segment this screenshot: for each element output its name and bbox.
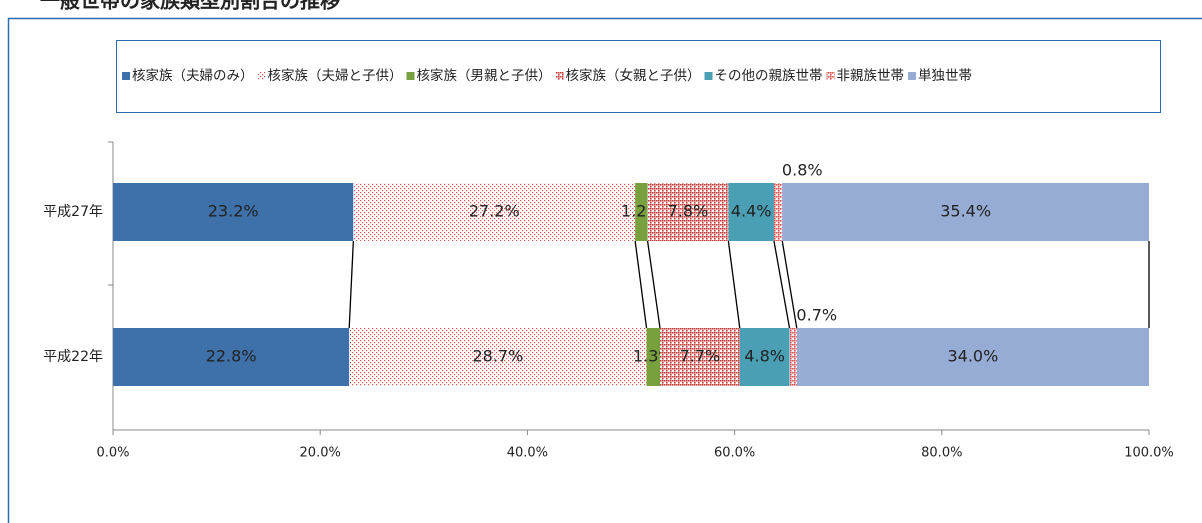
value-label: 35.4% [940, 202, 991, 221]
legend-label: 単独世帯 [918, 68, 972, 84]
x-tick-label: 80.0% [921, 446, 962, 461]
bar-segment [113, 328, 350, 386]
bar-segment [646, 328, 661, 386]
legend-label: 核家族（夫婦のみ） [132, 67, 254, 84]
value-label: 4.8% [744, 347, 785, 366]
value-label: 22.8% [206, 347, 257, 366]
bar-segment [739, 328, 790, 386]
bar-segment [728, 183, 774, 241]
legend-swatch [704, 72, 713, 80]
connector [634, 240, 648, 329]
bar-segment [796, 328, 1149, 386]
legend-label: 核家族（女親と子供） [566, 67, 701, 84]
bar-segment [647, 183, 729, 241]
bar-segment [353, 183, 636, 241]
legend-label: 核家族（男親と子供） [417, 67, 552, 84]
legend-swatch [257, 72, 266, 80]
value-label: 4.4% [731, 202, 772, 221]
connector [646, 240, 661, 329]
connector [348, 240, 355, 329]
legend-swatch [908, 72, 916, 80]
legend-swatch [122, 72, 130, 80]
x-tick-label: 20.0% [300, 446, 341, 461]
legend-label: 核家族（夫婦と子供） [268, 67, 403, 84]
chart-title: 一般世帯の家族類型別割合の推移 [40, 0, 340, 13]
bar-segment [782, 183, 1149, 241]
legend-swatch [406, 72, 415, 80]
bar-segment [789, 328, 797, 386]
value-label: 0.8% [782, 161, 823, 180]
x-tick-label: 40.0% [507, 446, 548, 461]
value-label: 23.2% [208, 202, 259, 221]
value-label: 27.2% [469, 202, 520, 221]
bar-segment [113, 183, 354, 241]
value-label: 28.7% [472, 347, 523, 366]
legend-label: その他の親族世帯 [715, 68, 823, 84]
value-label: 7.8% [668, 202, 709, 221]
value-label: 0.7% [796, 306, 837, 325]
connector [773, 240, 791, 329]
legend-box [116, 40, 1161, 113]
bar-segment [660, 328, 740, 386]
value-label: 7.7% [680, 347, 721, 366]
connector [781, 240, 798, 329]
value-label: 34.0% [947, 347, 998, 366]
category-label: 平成22年 [43, 349, 103, 365]
x-tick-label: 60.0% [714, 446, 755, 461]
legend-label: 非親族世帯 [837, 68, 905, 84]
frame [7, 17, 1202, 523]
connector [727, 240, 741, 329]
bar-segment [635, 183, 648, 241]
x-tick-label: 0.0% [96, 446, 129, 461]
x-tick-label: 100.0% [1124, 446, 1174, 461]
legend-swatch [555, 72, 564, 80]
legend-swatch [826, 72, 835, 80]
bar-segment [773, 183, 783, 241]
bar-segment [349, 328, 647, 386]
category-label: 平成27年 [43, 204, 103, 220]
